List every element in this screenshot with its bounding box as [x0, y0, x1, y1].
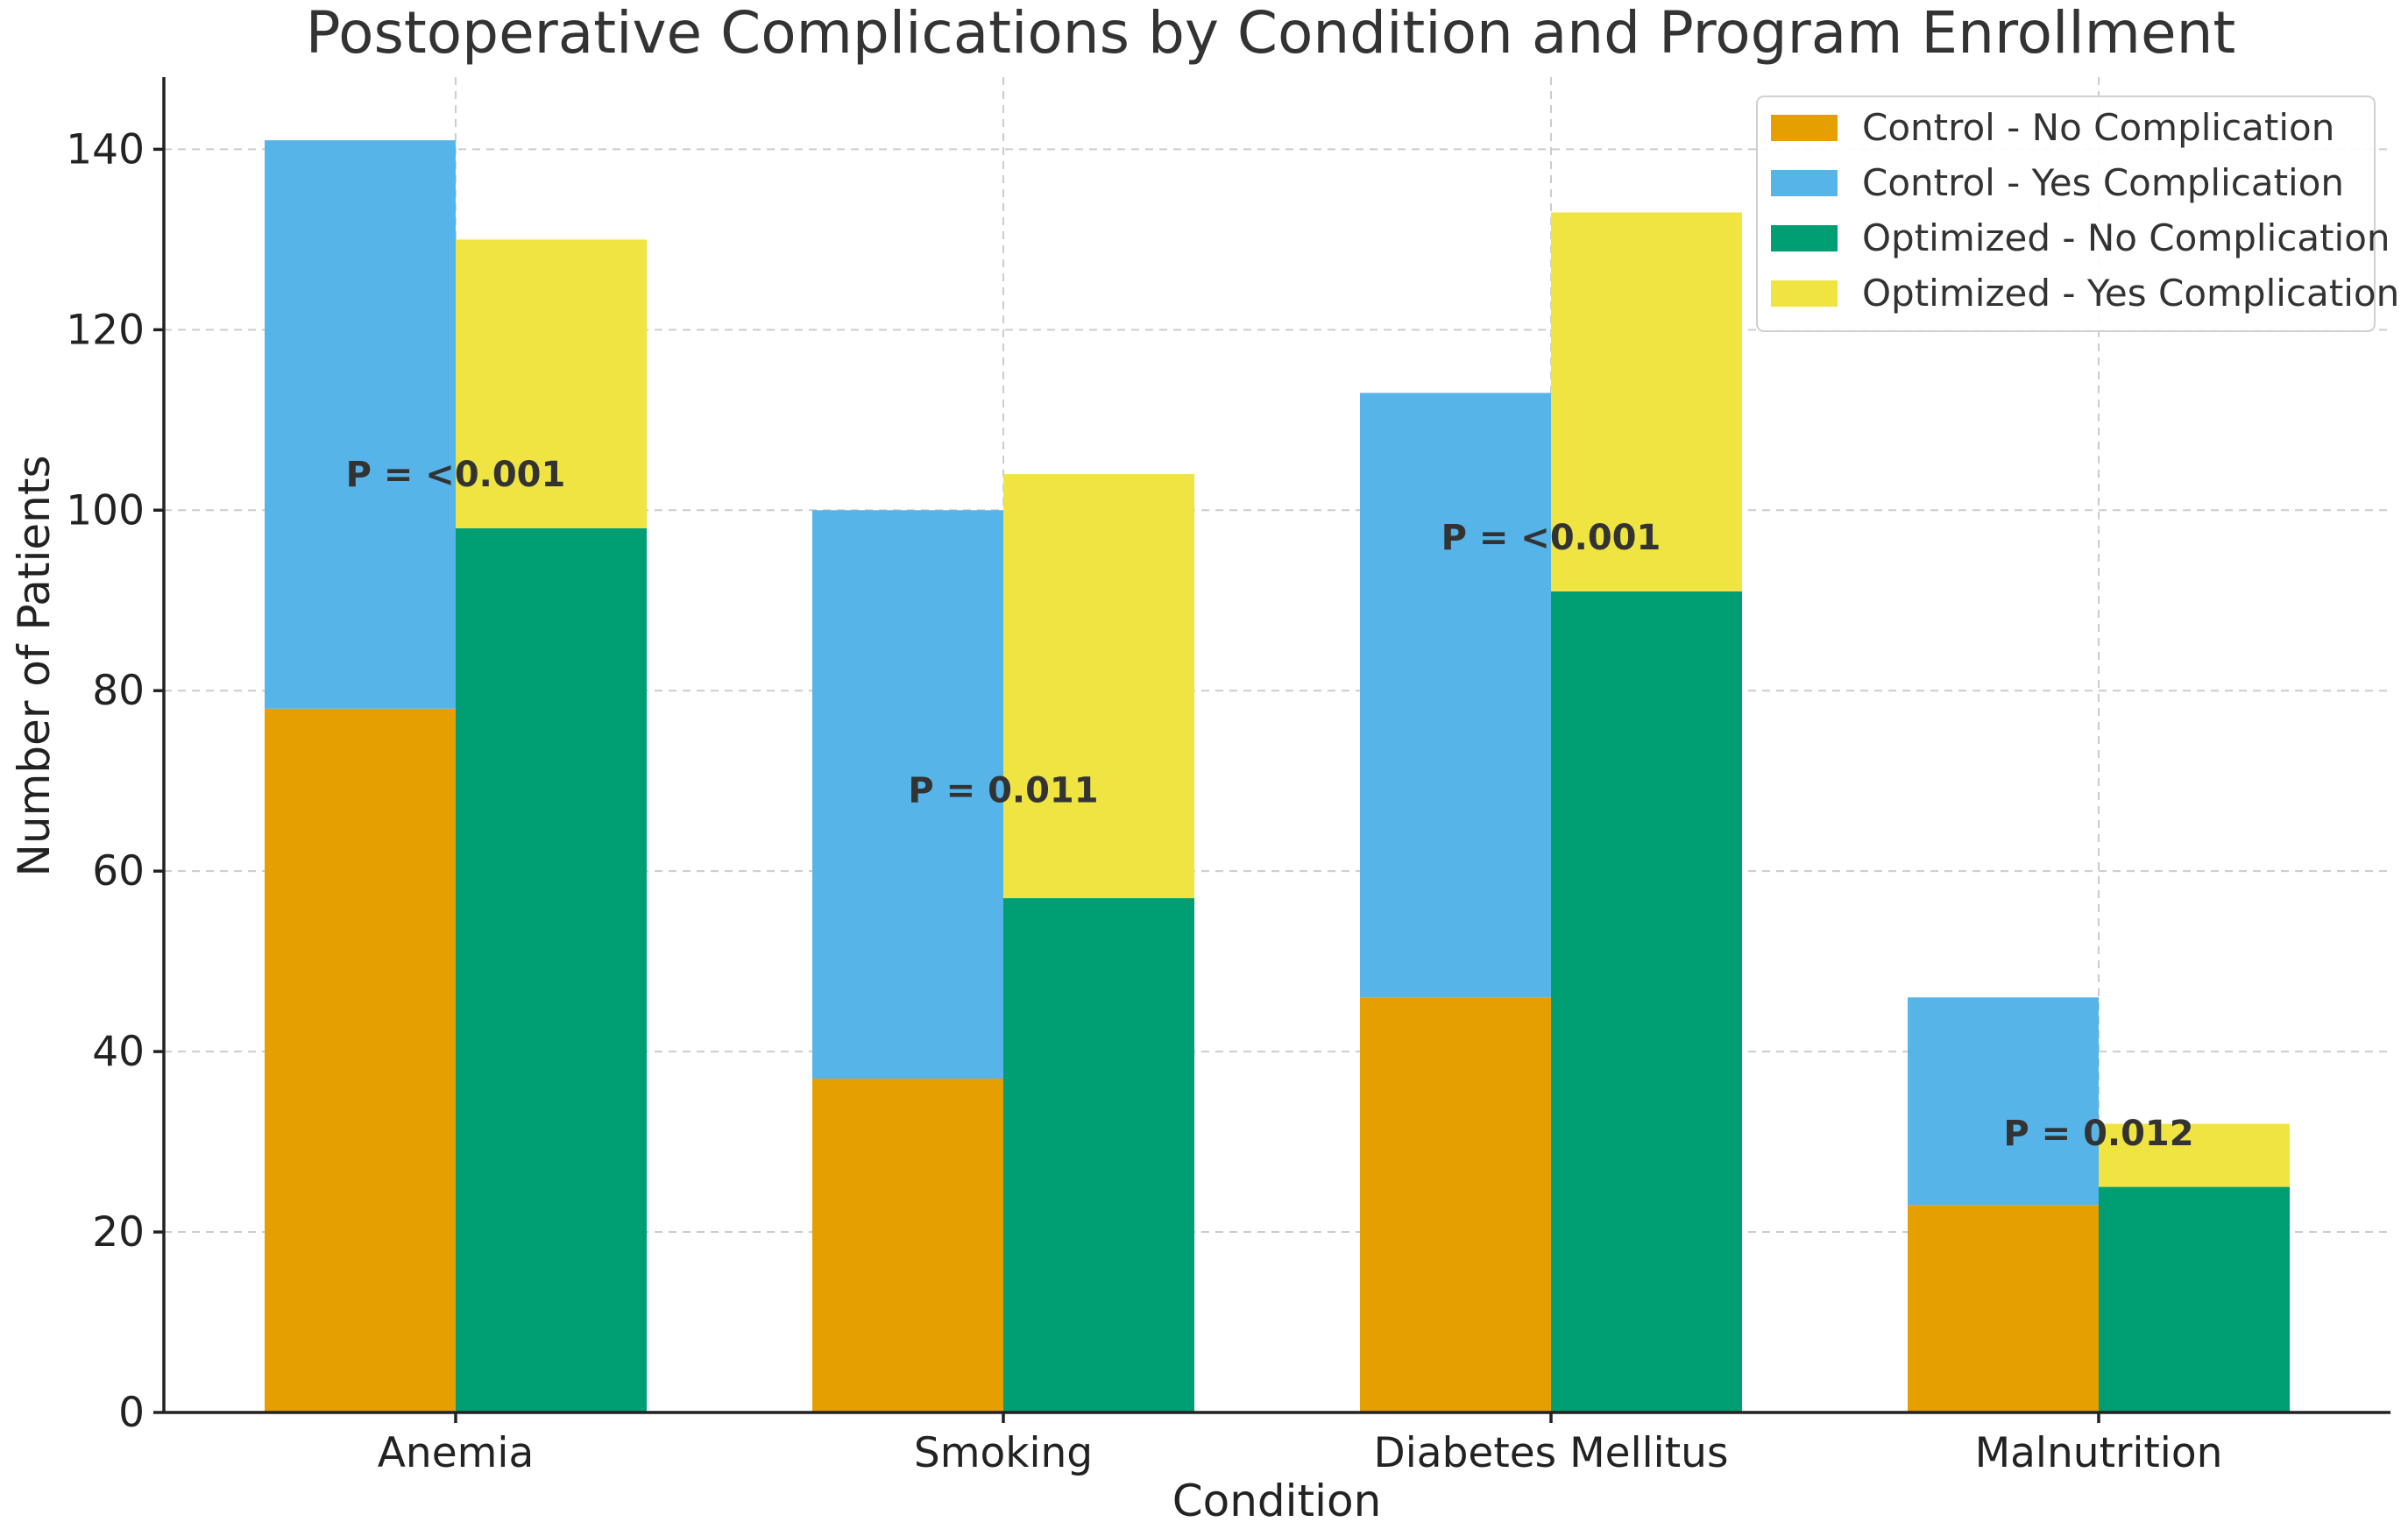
y-tick-label: 0 [118, 1389, 145, 1437]
x-tick-label: Diabetes Mellitus [1374, 1429, 1729, 1477]
bar-diabetes-mellitus-control-yes-complication [1360, 393, 1551, 998]
legend-swatch [1771, 280, 1838, 307]
bar-diabetes-mellitus-optimized-yes-complication [1551, 212, 1742, 591]
y-tick-label: 140 [66, 125, 145, 173]
y-tick-label: 20 [92, 1208, 145, 1256]
x-tick-label: Anemia [378, 1429, 535, 1477]
bar-diabetes-mellitus-optimized-no-complication [1551, 591, 1742, 1412]
legend-frame [1756, 96, 2376, 332]
bar-smoking-control-no-complication [812, 1079, 1003, 1412]
bar-malnutrition-control-no-complication [1908, 1205, 2099, 1412]
legend: Control - No Complication Control - Yes C… [1756, 96, 2399, 332]
y-ticks: 0 20 40 60 80 100 120 140 [66, 125, 164, 1437]
y-tick-label: 120 [66, 306, 145, 354]
y-axis-label: Number of Patients [9, 456, 60, 877]
chart-title: Postoperative Complications by Condition… [306, 0, 2236, 67]
bar-anemia-optimized-no-complication [456, 527, 647, 1412]
bar-anemia-control-no-complication [265, 708, 456, 1412]
p-value-annotation: P = <0.001 [1441, 518, 1661, 558]
x-tick-label: Malnutrition [1975, 1429, 2223, 1477]
bar-diabetes-mellitus-control-no-complication [1360, 997, 1551, 1412]
y-tick-label: 60 [92, 847, 145, 895]
legend-swatch [1771, 225, 1838, 251]
legend-label: Control - Yes Complication [1862, 161, 2344, 204]
y-tick-label: 80 [92, 667, 145, 715]
bar-smoking-control-yes-complication [812, 510, 1003, 1079]
axes [162, 77, 2390, 1414]
p-value-annotation: P = 0.011 [908, 770, 1098, 811]
x-ticks: Anemia Smoking Diabetes Mellitus Malnutriti… [378, 1412, 2223, 1477]
legend-swatch [1771, 115, 1838, 141]
annotations: P = <0.001 P = 0.011 P = <0.001 P = 0.012 [346, 455, 2194, 1154]
y-tick-label: 40 [92, 1028, 145, 1076]
bars [265, 140, 2290, 1412]
x-axis-label: Condition [1172, 1476, 1382, 1526]
y-tick-label: 100 [66, 486, 145, 534]
bar-smoking-optimized-yes-complication [1003, 474, 1194, 899]
bar-malnutrition-optimized-no-complication [2099, 1186, 2290, 1412]
bar-anemia-control-yes-complication [265, 140, 456, 709]
legend-label: Optimized - No Complication [1862, 216, 2390, 259]
bar-anemia-optimized-yes-complication [456, 239, 647, 528]
legend-swatch [1771, 170, 1838, 196]
x-tick-label: Smoking [914, 1429, 1093, 1477]
p-value-annotation: P = 0.012 [2003, 1114, 2193, 1154]
legend-label: Optimized - Yes Complication [1862, 272, 2399, 315]
bar-smoking-optimized-no-complication [1003, 898, 1194, 1412]
bar-malnutrition-control-yes-complication [1908, 997, 2099, 1206]
legend-label: Control - No Complication [1862, 106, 2334, 149]
p-value-annotation: P = <0.001 [346, 455, 566, 495]
bar-malnutrition-optimized-yes-complication [2099, 1123, 2290, 1187]
